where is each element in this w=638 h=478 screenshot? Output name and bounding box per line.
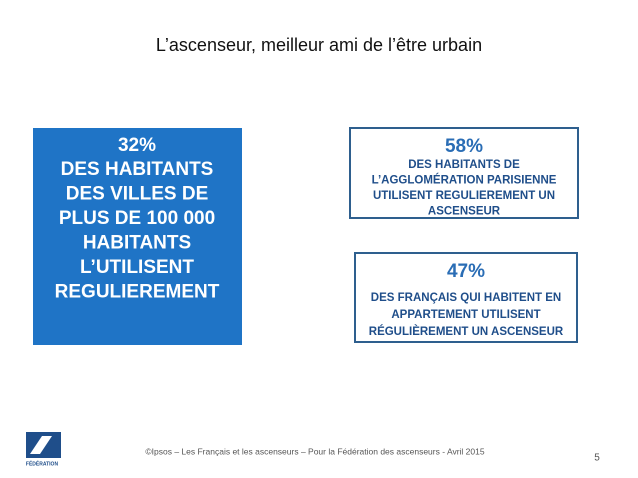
stat-text: UTILISENT REGULIEREMENT UN	[373, 190, 555, 202]
stat-text: L’UTILISENT	[80, 257, 194, 278]
page-number: 5	[594, 453, 600, 464]
stat-text: DES HABITANTS	[61, 159, 214, 180]
logo-text: FÉDÉRATION	[26, 459, 59, 467]
stat-box	[354, 252, 578, 343]
stat-text: RÉGULIÈREMENT UN ASCENSEUR	[369, 325, 564, 338]
stat-text: DES HABITANTS DE	[408, 159, 520, 171]
stat-text: APPARTEMENT UTILISENT	[391, 309, 540, 321]
stat-text: REGULIEREMENT	[55, 282, 220, 303]
highlight-box	[33, 128, 242, 345]
stat-text: DES FRANÇAIS QUI HABITENT EN	[371, 292, 561, 304]
stat-figure: 47%	[447, 261, 485, 282]
logo: FÉDÉRATION	[26, 432, 61, 467]
stat-box	[349, 127, 579, 219]
stat-text: DES VILLES DE	[66, 184, 209, 205]
stat-text: L’AGGLOMÉRATION PARISIENNE	[372, 174, 557, 187]
source-note: ©Ipsos – Les Français et les ascenseurs …	[145, 446, 484, 456]
slide-title: L’ascenseur, meilleur ami de l’être urba…	[156, 35, 482, 55]
stat-figure: 58%	[445, 136, 483, 157]
stat-text: HABITANTS	[83, 233, 191, 254]
stat-text: ASCENSEUR	[428, 206, 501, 218]
stat-figure: 32%	[118, 135, 156, 156]
stat-text: PLUS DE 100 000	[59, 208, 215, 229]
